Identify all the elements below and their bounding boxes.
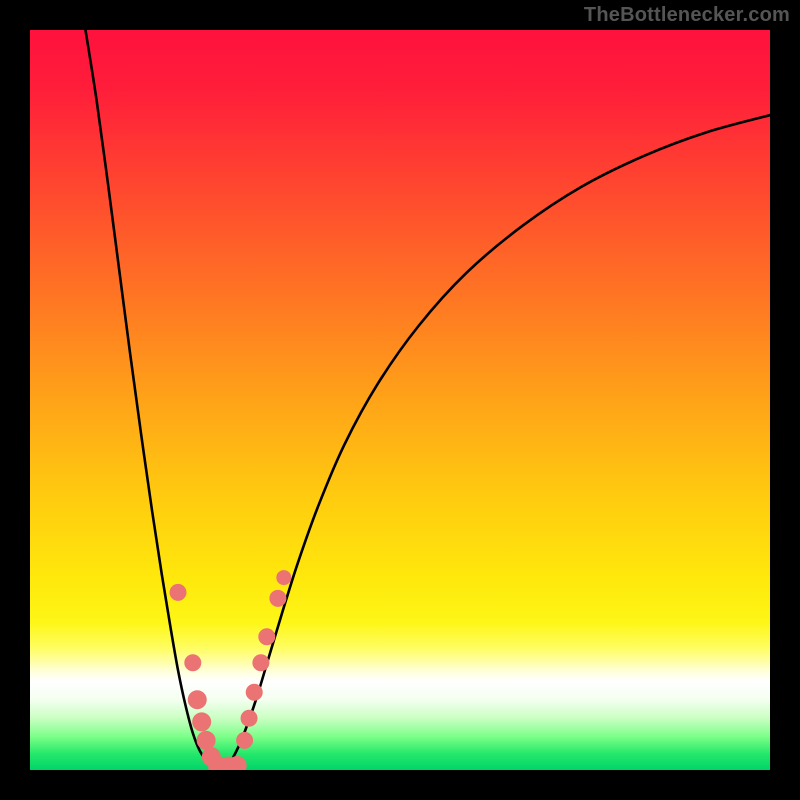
- chart-frame: TheBottlenecker.com: [0, 0, 800, 800]
- data-marker: [237, 732, 253, 748]
- data-marker: [197, 731, 215, 749]
- data-marker: [241, 710, 257, 726]
- data-marker: [270, 590, 286, 606]
- data-marker: [170, 584, 186, 600]
- data-marker: [188, 691, 206, 709]
- data-marker: [253, 655, 269, 671]
- watermark-text: TheBottlenecker.com: [584, 4, 790, 27]
- chart-svg: [30, 30, 770, 770]
- data-marker: [185, 655, 201, 671]
- data-marker: [246, 684, 262, 700]
- data-marker: [228, 757, 246, 770]
- plot-area: [30, 30, 770, 770]
- data-marker: [259, 629, 275, 645]
- data-marker: [277, 571, 291, 585]
- gradient-background: [30, 30, 770, 770]
- data-marker: [193, 713, 211, 731]
